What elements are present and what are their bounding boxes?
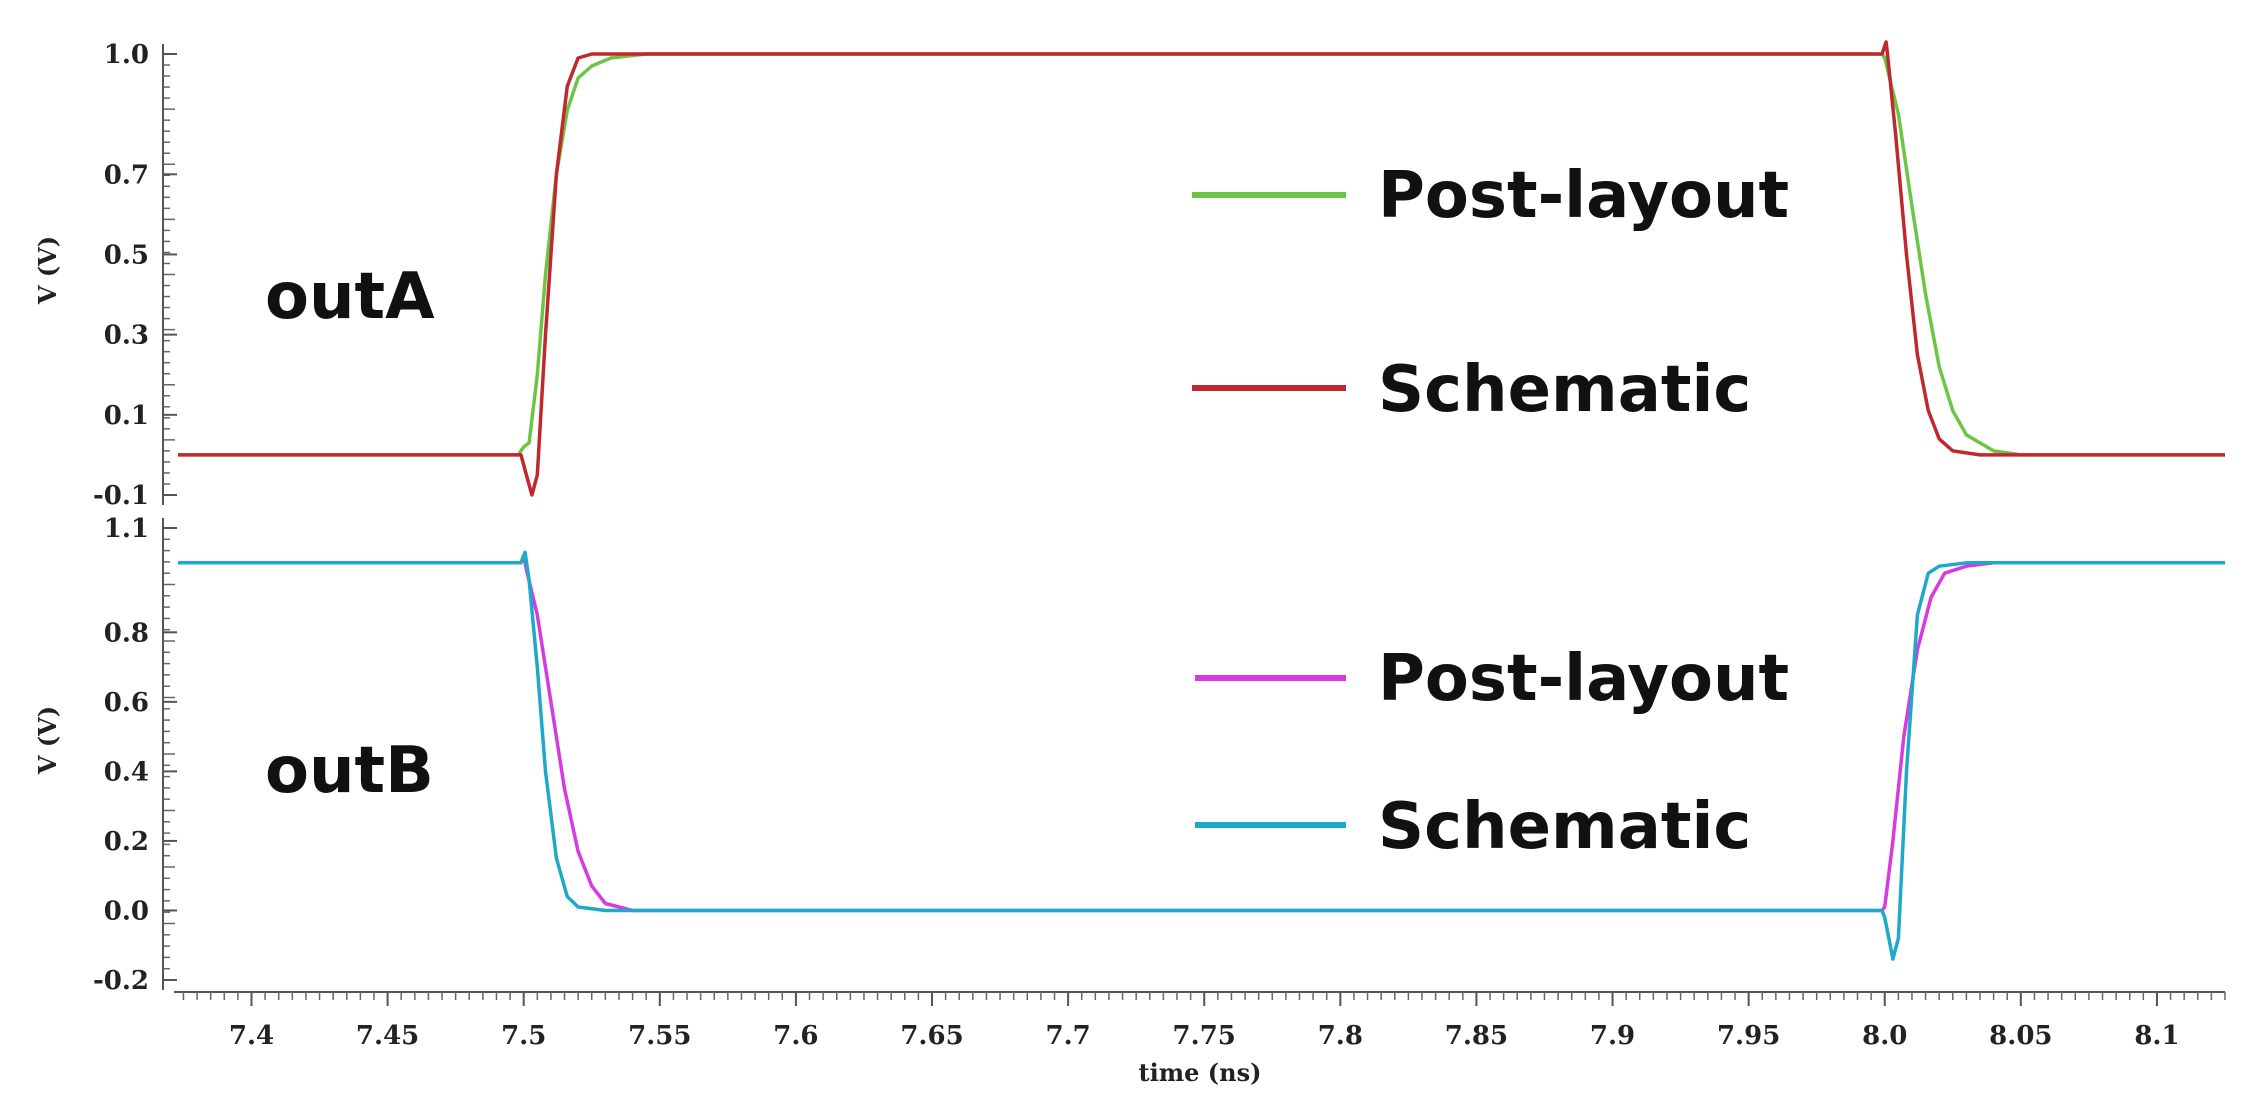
outB-y-tick-label: 0.6: [104, 688, 149, 718]
outA-y-tick-label: 0.3: [104, 321, 149, 351]
x-tick-label: 7.8: [1318, 1021, 1363, 1051]
outA-y-tick-label: 0.7: [104, 160, 149, 190]
x-tick-label: 7.45: [356, 1021, 419, 1051]
panel-outA-series: [178, 40, 2225, 497]
x-tick-label: 8.1: [2134, 1021, 2179, 1051]
x-tick-label: 8.0: [1862, 1021, 1907, 1051]
outB-y-tick-label: 0.4: [104, 757, 149, 787]
outB-y-tick-label: 0.2: [104, 827, 149, 857]
outA-y-tick-label: 1.0: [104, 40, 149, 70]
x-tick-label: 7.4: [229, 1021, 274, 1051]
panel-outB-axes: 1.1 0.8 0.6 0.4 0.2 0.0 -0.2 7.4 7.45 7.5 7.55 7.6 7…: [93, 514, 2226, 1051]
x-axis-title: time (ns): [1139, 1058, 1262, 1087]
panel-outB-series: [178, 550, 2225, 961]
x-tick-label: 7.75: [1173, 1021, 1236, 1051]
outB-series-schematic: [178, 550, 2225, 961]
panel-outA-ylabel: V (V): [33, 236, 62, 305]
legend-outB-schematic-label: Schematic: [1378, 790, 1751, 864]
panel-outB-ylabel: V (V): [33, 706, 62, 775]
outA-y-tick-label: 0.1: [104, 401, 149, 431]
panel-outB-label: outB: [265, 734, 434, 808]
x-tick-label: 7.7: [1046, 1021, 1091, 1051]
outB-y-tick-label: -0.2: [93, 966, 149, 996]
panel-outB: 1.1 0.8 0.6 0.4 0.2 0.0 -0.2 7.4 7.45 7.5 7.55 7.6 7…: [33, 514, 2226, 1087]
x-tick-label: 8.05: [1989, 1021, 2052, 1051]
x-tick-label: 7.6: [773, 1021, 818, 1051]
outA-series-post-layout: [178, 52, 2225, 457]
x-tick-label: 7.9: [1590, 1021, 1635, 1051]
x-tick-label: 7.85: [1445, 1021, 1508, 1051]
outA-series-schematic: [178, 40, 2225, 497]
panel-outA-label: outA: [265, 260, 435, 334]
legend-outB-post-layout-label: Post-layout: [1378, 642, 1789, 716]
legend-outB: Post-layout Schematic: [1195, 642, 1789, 864]
x-tick-label: 7.5: [501, 1021, 546, 1051]
outA-y-tick-label: -0.1: [93, 481, 149, 511]
panel-outA: 1.0 0.7 0.5 0.3 0.1 -0.1 outA V (V) Post-layo…: [33, 40, 2225, 511]
outA-y-tick-label: 0.5: [104, 240, 149, 270]
legend-outA-post-layout-label: Post-layout: [1378, 159, 1789, 233]
outB-y-tick-label: 1.1: [104, 514, 149, 544]
x-tick-label: 7.95: [1717, 1021, 1780, 1051]
outB-y-tick-label: 0.0: [104, 896, 149, 926]
legend-outA: Post-layout Schematic: [1192, 159, 1789, 427]
x-tick-label: 7.65: [900, 1021, 963, 1051]
outB-y-tick-label: 0.8: [104, 618, 149, 648]
x-tick-label: 7.55: [628, 1021, 691, 1051]
panel-outA-axes: 1.0 0.7 0.5 0.3 0.1 -0.1: [93, 40, 177, 511]
legend-outA-schematic-label: Schematic: [1378, 353, 1751, 427]
